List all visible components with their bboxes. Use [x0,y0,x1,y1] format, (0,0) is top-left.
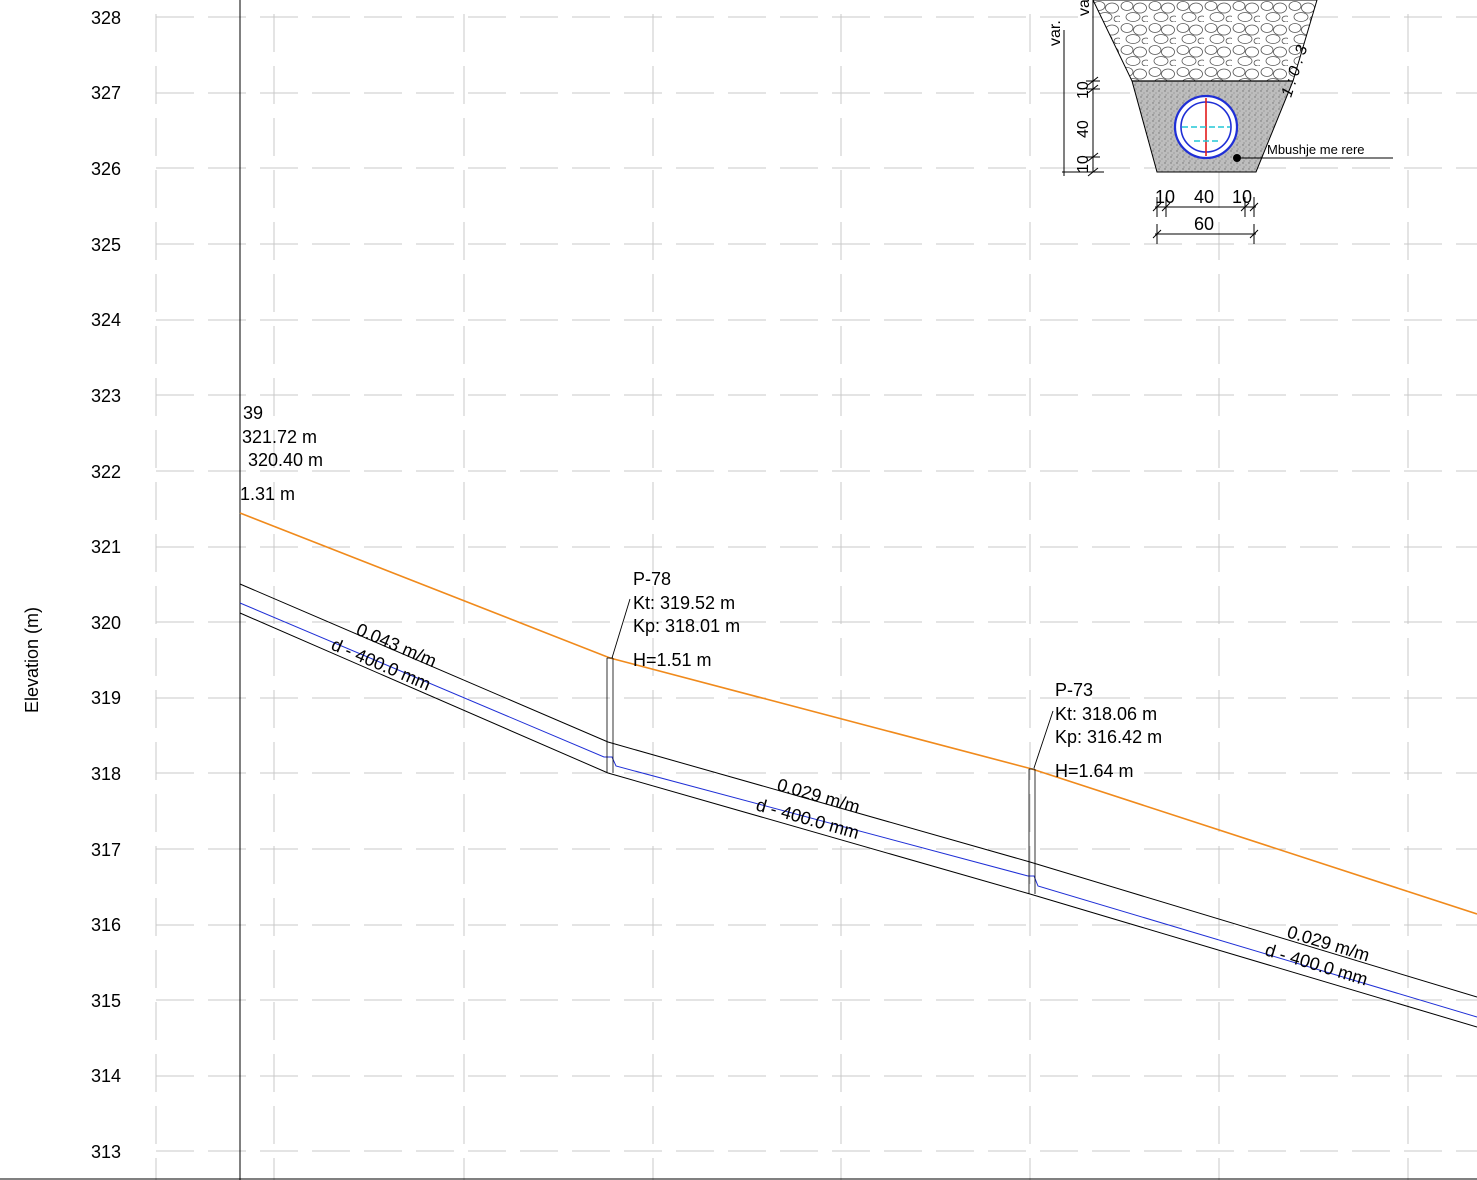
y-tick-label: 328 [91,8,121,28]
pipe-bottom-line [239,612,1477,1028]
y-tick-label: 319 [91,688,121,708]
manhole-depth: H=1.51 m [633,650,712,670]
y-tick-label: 324 [91,310,121,330]
ground-line [239,512,1477,915]
manhole-shaft-p73 [1028,768,1036,894]
bottom-dim: 10 [1155,187,1175,207]
y-tick-label: 326 [91,159,121,179]
y-tick-label: 322 [91,462,121,482]
segment-2-labels: 0.029 m/m d - 400.0 mm [754,775,862,843]
trench-cross-section: Mbushje me rere 1 : 0 . 3 var. var. 10 4… [1047,0,1393,244]
manhole-name: P-73 [1055,680,1093,700]
vertical-dim: 10 [1075,155,1092,173]
manhole-ground-elevation: 321.72 m [242,427,317,447]
y-tick-label: 320 [91,613,121,633]
manhole-invert-elevation: Kp: 318.01 m [633,616,740,636]
manhole-39-labels: 39 321.72 m 320.40 m 1.31 m [240,403,323,504]
y-tick-label: 318 [91,764,121,784]
var-label: var. [1076,0,1093,16]
manhole-ground-elevation: Kt: 319.52 m [633,593,735,613]
bottom-dim: 40 [1194,187,1214,207]
manhole-shaft-p78 [606,657,614,773]
y-axis-label: Elevation (m) [22,607,42,713]
manhole-depth: H=1.64 m [1055,761,1134,781]
y-tick-label: 316 [91,915,121,935]
manhole-name: P-78 [633,569,671,589]
manhole-invert-elevation: 320.40 m [248,450,323,470]
y-tick-label: 327 [91,83,121,103]
bottom-total: 60 [1194,214,1214,234]
grid [155,14,1477,1180]
manhole-depth: 1.31 m [240,484,295,504]
y-tick-label: 321 [91,537,121,557]
leader-p78 [611,598,631,659]
manhole-ground-elevation: Kt: 318.06 m [1055,704,1157,724]
manhole-name: 39 [243,403,263,423]
manhole-invert-elevation: Kp: 316.42 m [1055,727,1162,747]
y-tick-label: 314 [91,1066,121,1086]
y-tick-label: 325 [91,235,121,255]
fill-label: Mbushje me rere [1267,142,1365,157]
var-label: var. [1047,20,1064,46]
y-tick-label: 315 [91,991,121,1011]
vertical-dim: 10 [1075,81,1092,99]
y-tick-labels: 328 327 326 325 324 323 322 321 320 319 … [91,8,121,1162]
stone-backfill [1092,0,1318,82]
bottom-dim: 10 [1232,187,1252,207]
pipe-flow-line [239,602,1477,1018]
leader-p73 [1033,710,1054,769]
y-tick-label: 313 [91,1142,121,1162]
manhole-p78-labels: P-78 Kt: 319.52 m Kp: 318.01 m H=1.51 m [633,569,740,670]
y-tick-label: 323 [91,386,121,406]
segment-1-labels: 0.043 m/m d - 400.0 mm [328,619,439,694]
y-tick-label: 317 [91,840,121,860]
manhole-p73-labels: P-73 Kt: 318.06 m Kp: 316.42 m H=1.64 m [1055,680,1162,781]
vertical-dim: 40 [1075,120,1092,138]
pipe-top-line [239,583,1477,998]
pipe-section-icon [1173,94,1239,160]
